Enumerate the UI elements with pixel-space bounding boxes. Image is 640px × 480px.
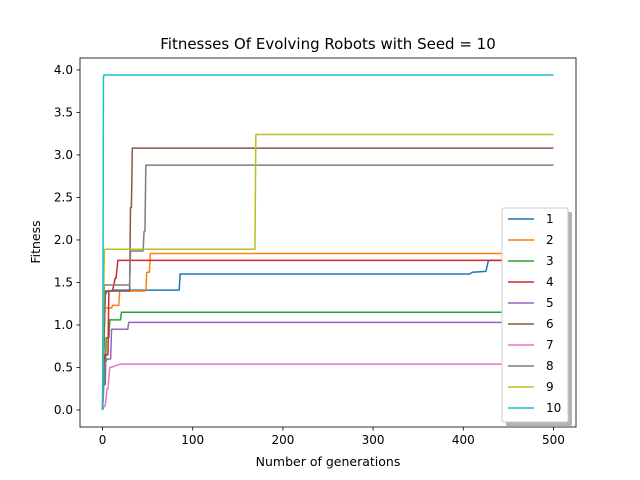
- y-tick-label: 4.0: [54, 63, 73, 77]
- y-tick-label: 1.0: [54, 318, 73, 332]
- series-line-10: [101, 74, 554, 411]
- legend-label-5: 5: [546, 296, 554, 310]
- x-tick-label: 200: [271, 433, 294, 447]
- series-line-7: [101, 363, 554, 411]
- legend-label-9: 9: [546, 380, 554, 394]
- plot-area: 0 100 200 300 400 500 0.0 0.5 1.0 1.5 2.0 2.5 3.0 3.5…: [54, 57, 577, 447]
- x-tick-label: 400: [452, 433, 475, 447]
- series-line-8: [101, 164, 554, 411]
- plot-frame: [79, 57, 577, 428]
- y-tick-label: 1.5: [54, 275, 73, 289]
- x-tick-label: 300: [362, 433, 385, 447]
- legend-label-10: 10: [546, 401, 561, 415]
- y-tick-label: 2.5: [54, 190, 73, 204]
- x-axis-label: Number of generations: [256, 454, 401, 469]
- series-line-3: [101, 311, 554, 411]
- y-tick-label: 0.5: [54, 360, 73, 374]
- legend: 1 2 3 4 5 6 7 8 9 10: [501, 207, 572, 426]
- x-tick-label: 500: [542, 433, 565, 447]
- legend-label-4: 4: [546, 275, 554, 289]
- legend-label-7: 7: [546, 338, 554, 352]
- legend-label-3: 3: [546, 254, 554, 268]
- series-line-4: [101, 259, 554, 411]
- series-line-5: [101, 321, 554, 411]
- y-tick-label: 3.0: [54, 148, 73, 162]
- y-tick-label: 3.5: [54, 105, 73, 119]
- legend-label-2: 2: [546, 233, 554, 247]
- legend-label-8: 8: [546, 359, 554, 373]
- series-line-2: [101, 252, 554, 411]
- chart-title: Fitnesses Of Evolving Robots with Seed =…: [160, 35, 496, 53]
- legend-label-6: 6: [546, 317, 554, 331]
- y-tick-label: 0.0: [54, 403, 73, 417]
- y-axis-label: Fitness: [28, 220, 43, 263]
- x-tick-label: 100: [181, 433, 204, 447]
- series-line-9: [101, 133, 554, 411]
- series-line-1: [101, 259, 554, 411]
- y-tick-label: 2.0: [54, 233, 73, 247]
- x-tick-label: 0: [99, 433, 107, 447]
- legend-label-1: 1: [546, 212, 554, 226]
- series-line-6: [101, 147, 554, 411]
